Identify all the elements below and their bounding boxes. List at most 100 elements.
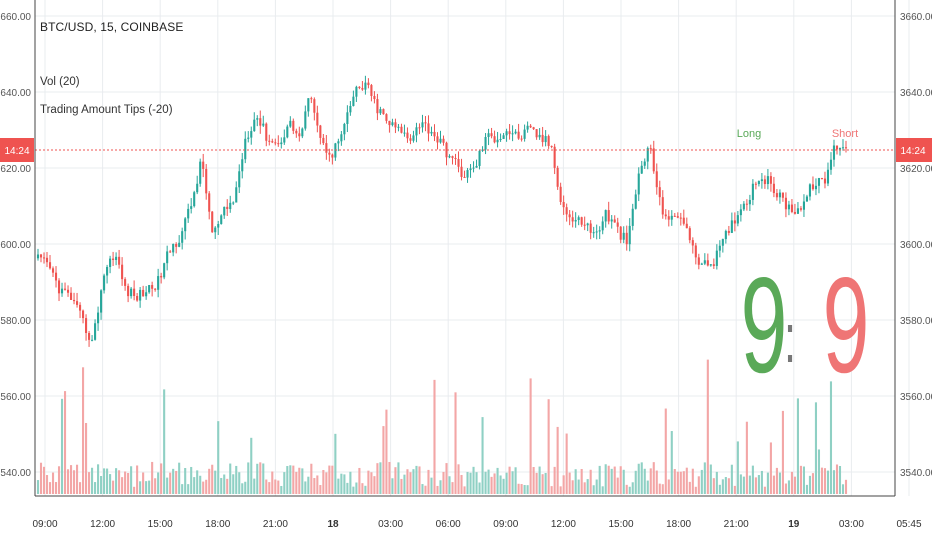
- candle: [229, 195, 232, 213]
- candle: [154, 288, 157, 292]
- candle: [124, 277, 127, 291]
- candle: [367, 78, 370, 89]
- candle: [631, 203, 634, 231]
- candle: [139, 287, 142, 308]
- candle: [118, 249, 121, 269]
- candle: [235, 181, 238, 203]
- volume-bar: [220, 477, 223, 494]
- volume-bar: [433, 379, 436, 494]
- volume-bar: [724, 477, 727, 494]
- x-tick-label: 09:00: [32, 519, 57, 530]
- candle-body: [721, 239, 724, 246]
- candle-body: [400, 126, 403, 133]
- volume-bar: [295, 471, 298, 494]
- candle: [535, 129, 538, 140]
- candle-body: [634, 194, 637, 209]
- volume-bar: [799, 465, 802, 494]
- candle: [97, 306, 100, 331]
- candle-body: [790, 204, 793, 212]
- candle-body: [727, 230, 730, 233]
- volume-bar: [763, 486, 766, 494]
- volume-bar: [430, 477, 433, 494]
- candle: [505, 128, 508, 142]
- volume-bar: [841, 484, 845, 494]
- candle-body: [166, 251, 169, 264]
- candle-body: [352, 96, 355, 106]
- volume-bar: [427, 469, 430, 494]
- candle: [739, 204, 742, 222]
- candle: [39, 253, 43, 263]
- candle: [580, 216, 583, 227]
- candle: [607, 201, 610, 225]
- candle-body: [39, 254, 43, 258]
- candle-body: [262, 123, 265, 126]
- candle: [157, 268, 160, 298]
- candle: [322, 134, 325, 146]
- volume-bar: [820, 467, 824, 494]
- candle-body: [172, 243, 175, 253]
- candle: [88, 330, 91, 347]
- candle: [48, 255, 52, 270]
- candle: [286, 124, 289, 139]
- candle-body: [124, 279, 127, 286]
- candle-body: [685, 223, 688, 229]
- candle: [205, 164, 208, 200]
- volume-bar: [589, 469, 592, 494]
- volume-bar: [670, 431, 673, 494]
- candle: [277, 135, 280, 147]
- volume-bar: [72, 470, 76, 494]
- volume-bar: [121, 477, 124, 494]
- candle-body: [154, 288, 157, 290]
- indicator-volume-label[interactable]: Vol (20): [40, 76, 80, 88]
- candle-body: [655, 171, 658, 188]
- volume-bar: [385, 409, 388, 494]
- candle-body: [427, 123, 430, 134]
- candle-body: [829, 159, 833, 170]
- candle-body: [298, 133, 301, 137]
- candle-body: [541, 134, 544, 143]
- volume-bar: [484, 471, 487, 494]
- volume-bar: [346, 482, 349, 494]
- candle: [658, 180, 661, 206]
- volume-bar: [559, 486, 562, 494]
- volume-bar: [400, 478, 403, 494]
- volume-bar: [526, 485, 529, 494]
- volume-bar: [778, 472, 781, 494]
- candle-body: [385, 114, 388, 121]
- candle-body: [304, 111, 307, 129]
- candle-body: [841, 147, 845, 149]
- candle-body: [817, 178, 821, 186]
- candle: [103, 273, 106, 294]
- candle-body: [478, 150, 481, 166]
- candle: [346, 105, 349, 133]
- volume-bar: [727, 478, 730, 494]
- candle-body: [667, 216, 670, 220]
- volume-bar: [514, 467, 517, 494]
- indicator-tips-label[interactable]: Trading Amount Tips (-20): [40, 104, 173, 116]
- candle: [565, 203, 568, 222]
- volume-bar: [631, 482, 634, 494]
- candle-body: [454, 157, 457, 160]
- score-long: 9: [741, 249, 788, 400]
- candle: [574, 212, 577, 228]
- volume-bar: [691, 468, 694, 494]
- candle-body: [142, 289, 145, 297]
- volume-bar: [268, 482, 271, 494]
- candle-body: [526, 125, 529, 130]
- candle-body: [367, 82, 370, 86]
- candle: [823, 171, 827, 189]
- candle: [637, 167, 640, 202]
- volume-bar: [673, 469, 676, 494]
- candle-body: [490, 133, 493, 137]
- candle: [256, 115, 259, 127]
- y-tick-label-left: 3640.00: [0, 88, 31, 99]
- candle: [679, 212, 682, 226]
- candle-body: [535, 129, 538, 138]
- volume-bar: [556, 426, 559, 494]
- x-tick-label: 15:00: [148, 519, 173, 530]
- candle-body: [694, 245, 697, 258]
- volume-bar: [715, 471, 718, 494]
- volume-bar: [595, 479, 598, 494]
